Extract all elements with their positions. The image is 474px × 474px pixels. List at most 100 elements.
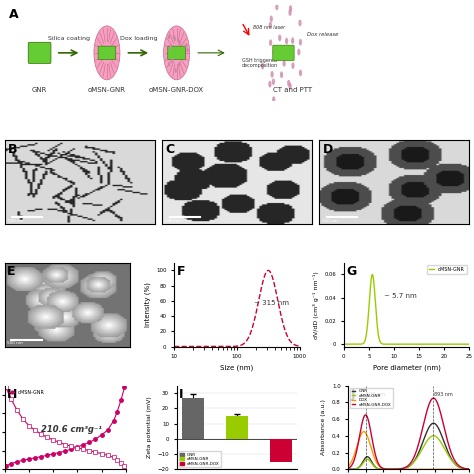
Line: GNR: GNR xyxy=(348,423,469,469)
Circle shape xyxy=(287,80,291,87)
Circle shape xyxy=(283,60,286,67)
Y-axis label: dV/dD (cm³ g⁻¹ nm⁻¹): dV/dD (cm³ g⁻¹ nm⁻¹) xyxy=(313,271,319,338)
Y-axis label: Intensity (%): Intensity (%) xyxy=(144,282,151,327)
Circle shape xyxy=(171,58,173,63)
Text: oMSN-GNR: oMSN-GNR xyxy=(88,87,126,93)
Bar xyxy=(270,439,292,462)
Circle shape xyxy=(178,61,181,66)
Circle shape xyxy=(273,49,276,56)
FancyBboxPatch shape xyxy=(98,46,116,60)
Circle shape xyxy=(291,37,294,44)
Circle shape xyxy=(178,39,180,44)
Circle shape xyxy=(271,71,273,78)
Text: H: H xyxy=(7,388,18,401)
Circle shape xyxy=(285,38,288,45)
Text: A: A xyxy=(9,8,19,21)
oMSN-GNR xyxy=(464,466,469,472)
Text: ~ 5.7 nm: ~ 5.7 nm xyxy=(384,292,417,299)
Text: I: I xyxy=(179,388,183,401)
oMSN-GNR xyxy=(466,466,472,472)
DOX xyxy=(403,466,409,472)
Text: 210.6 cm³g⁻¹: 210.6 cm³g⁻¹ xyxy=(41,425,102,434)
Text: Silica coating: Silica coating xyxy=(48,36,90,41)
GNR xyxy=(346,466,351,472)
Text: J: J xyxy=(351,388,356,401)
oMSN-GNR-DOX xyxy=(418,434,423,439)
Circle shape xyxy=(179,41,181,46)
Text: 893 nm: 893 nm xyxy=(434,392,453,397)
Circle shape xyxy=(270,16,273,22)
Circle shape xyxy=(289,83,292,90)
DOX xyxy=(404,466,410,472)
Circle shape xyxy=(272,96,275,103)
DOX xyxy=(411,466,417,472)
Line: DOX: DOX xyxy=(348,432,469,469)
Circle shape xyxy=(289,5,292,12)
Text: 100 nm: 100 nm xyxy=(322,219,338,223)
Text: G: G xyxy=(346,265,356,278)
Circle shape xyxy=(185,43,187,48)
oMSN-GNR xyxy=(430,433,436,438)
FancyBboxPatch shape xyxy=(28,42,51,64)
DOX xyxy=(445,466,450,472)
GNR xyxy=(411,459,417,465)
GNR xyxy=(464,466,469,472)
Text: 100 nm: 100 nm xyxy=(8,219,24,223)
Text: 808 nm laser: 808 nm laser xyxy=(253,25,285,30)
oMSN-GNR xyxy=(418,450,423,456)
Text: oMSN-GNR-DOX: oMSN-GNR-DOX xyxy=(149,87,204,93)
DOX xyxy=(466,466,472,472)
Circle shape xyxy=(173,36,176,41)
Circle shape xyxy=(168,62,170,67)
Circle shape xyxy=(299,70,302,76)
Text: B: B xyxy=(8,143,17,155)
DOX xyxy=(346,464,351,469)
oMSN-GNR-DOX xyxy=(445,439,451,445)
Y-axis label: Absorbance (a.u.): Absorbance (a.u.) xyxy=(321,400,326,456)
Y-axis label: Zeta potential (mV): Zeta potential (mV) xyxy=(146,397,152,458)
Circle shape xyxy=(174,68,177,73)
oMSN-GNR xyxy=(346,466,351,472)
oMSN-GNR-DOX xyxy=(403,465,409,470)
Circle shape xyxy=(274,54,278,60)
Circle shape xyxy=(268,81,272,88)
oMSN-GNR-DOX xyxy=(411,454,417,460)
oMSN-GNR-DOX xyxy=(466,466,472,472)
Circle shape xyxy=(168,35,170,39)
Circle shape xyxy=(164,26,190,80)
GNR xyxy=(403,465,409,471)
Text: GSH triggered
decomposition: GSH triggered decomposition xyxy=(242,58,278,68)
GNR xyxy=(404,465,410,471)
Circle shape xyxy=(292,62,294,69)
Text: C: C xyxy=(165,143,174,155)
Circle shape xyxy=(269,22,272,28)
Text: 500 nm: 500 nm xyxy=(7,341,23,346)
Circle shape xyxy=(299,39,302,46)
DOX xyxy=(464,466,469,472)
oMSN-GNR-DOX xyxy=(388,466,394,472)
Circle shape xyxy=(272,78,275,85)
oMSN-GNR-DOX xyxy=(346,465,351,471)
Circle shape xyxy=(170,45,172,50)
GNR xyxy=(445,448,450,454)
Legend: GNR, oMSN-GNR, DOX, oMSN-GNR-DOX: GNR, oMSN-GNR, DOX, oMSN-GNR-DOX xyxy=(350,388,393,408)
oMSN-GNR-DOX xyxy=(430,395,436,401)
FancyBboxPatch shape xyxy=(168,46,185,60)
oMSN-GNR-DOX xyxy=(464,466,470,472)
Circle shape xyxy=(269,39,272,46)
Circle shape xyxy=(280,72,283,78)
Text: ~ 315 nm: ~ 315 nm xyxy=(255,300,289,306)
Line: oMSN-GNR: oMSN-GNR xyxy=(348,436,469,469)
Text: 200 nm: 200 nm xyxy=(165,219,181,223)
Legend: oMSN-GNR: oMSN-GNR xyxy=(7,388,46,397)
Circle shape xyxy=(297,49,301,55)
Circle shape xyxy=(173,35,175,39)
Legend: GNR, oMSN-GNR, oMSN-GNR-DOX: GNR, oMSN-GNR, oMSN-GNR-DOX xyxy=(179,451,221,467)
oMSN-GNR xyxy=(404,465,410,470)
X-axis label: Pore diameter (nm): Pore diameter (nm) xyxy=(373,365,440,371)
Text: F: F xyxy=(177,265,185,278)
Circle shape xyxy=(186,47,189,52)
Text: Dox loading: Dox loading xyxy=(120,36,157,41)
Circle shape xyxy=(94,26,120,80)
oMSN-GNR-DOX xyxy=(404,464,410,470)
